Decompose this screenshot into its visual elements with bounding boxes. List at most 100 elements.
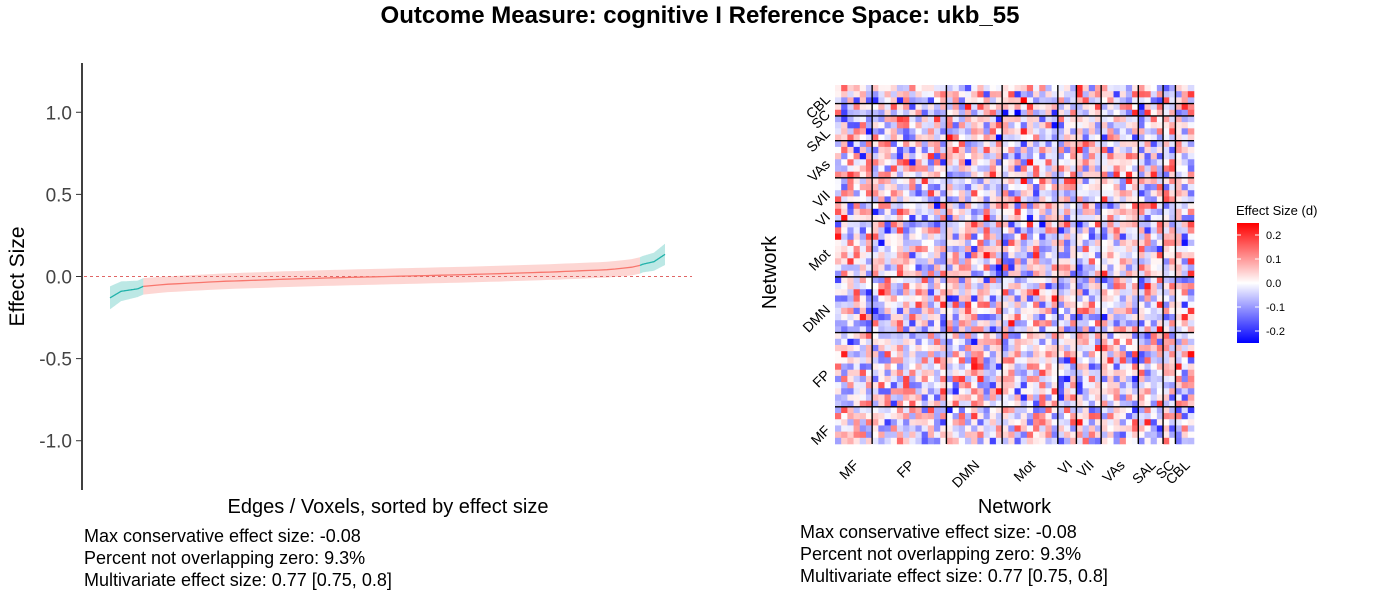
heatmap-cell [1002,382,1009,389]
heatmap-cell [1132,109,1139,117]
heatmap-cell [1138,344,1145,352]
heatmap-cell [1144,85,1151,92]
heatmap-cell [1045,394,1052,401]
page-title: Outcome Measure: cognitive I Reference S… [380,2,1020,29]
heatmap-cell [909,196,916,203]
heatmap-cell [940,196,947,203]
heatmap-cell [1057,239,1065,247]
heatmap-cell [1156,301,1164,309]
heatmap-cell [1119,153,1127,160]
heatmap-cell [1107,122,1114,129]
heatmap-cell [1051,283,1059,290]
heatmap-cell [841,276,848,284]
heatmap-cell [878,375,885,383]
heatmap-cell [1076,369,1083,377]
heatmap-cell [865,190,873,197]
heatmap-cell [1020,264,1028,271]
heatmap-cell [853,258,861,265]
heatmap-cell [1163,406,1170,414]
heatmap-cell [1169,338,1176,346]
heatmap-cell [865,357,873,364]
heatmap-cell [1076,146,1083,154]
heatmap-cell [977,103,984,111]
multivariate-effect-text: Multivariate effect size: 0.77 [0.75, 0.… [84,570,392,590]
heatmap-cell [1045,208,1052,216]
heatmap-cell [1101,351,1108,358]
heatmap-cell [1070,283,1077,290]
heatmap-cell [946,351,953,358]
heatmap-cell [1181,165,1189,172]
heatmap-cell [1026,233,1034,241]
heatmap-cell [995,184,1003,191]
heatmap-cell [872,326,879,333]
heatmap-cell [1026,369,1034,377]
heatmap-cell [964,252,972,259]
heatmap-cell [927,314,935,321]
heatmap-cell [971,295,978,302]
heatmap-cell [952,425,960,432]
heatmap-cell [915,326,922,333]
heatmap-cell [1070,177,1077,185]
heatmap-cell [934,140,941,148]
heatmap-cell [835,109,842,117]
heatmap-cell [1150,227,1158,234]
heatmap-cell [847,190,854,197]
heatmap-cell [1125,388,1133,395]
heatmap-cell [1045,400,1052,408]
heatmap-cell [915,363,922,371]
heatmap-cell [878,153,885,160]
heatmap-cell [989,252,997,259]
heatmap-cell [1132,258,1139,265]
heatmap-cell [952,221,960,228]
heatmap-cell [1163,128,1170,135]
heatmap-cell [934,97,941,104]
heatmap-cell [1051,233,1059,241]
heatmap-cell [1181,190,1189,197]
heatmap-cell [1163,258,1170,265]
heatmap-cell [859,245,867,253]
heatmap-cell [921,431,929,439]
heatmap-cell [884,91,892,98]
heatmap-cell [865,252,873,259]
heatmap-cell [1014,369,1021,377]
heatmap-cell [977,239,984,247]
heatmap-cell [1008,184,1015,191]
heatmap-cell [1008,295,1015,302]
heatmap-cell [859,233,867,241]
heatmap-cell [878,413,885,420]
heatmap-cell [865,382,873,389]
heatmap-cell [1088,159,1096,166]
heatmap-cell [1039,369,1046,377]
heatmap-cell [1132,419,1139,426]
heatmap-cell [859,134,867,142]
heatmap-cell [995,264,1003,271]
heatmap-cell [1045,320,1052,327]
heatmap-cell [1163,159,1170,166]
heatmap-cell [1138,388,1145,395]
heatmap-cell [1138,153,1145,160]
heatmap-cell [890,363,898,371]
heatmap-cell [940,351,947,358]
heatmap-cell [927,301,935,309]
heatmap-cell [847,382,854,389]
heatmap-cell [1045,239,1052,247]
heatmap-cell [1156,307,1164,315]
heatmap-cell [1057,289,1065,296]
heatmap-cell [1026,165,1034,172]
heatmap-cell [1187,233,1195,241]
heatmap-cell [1125,314,1133,321]
heatmap-cell [1070,314,1077,321]
heatmap-cell [1119,406,1127,414]
heatmap-cell [1175,221,1182,228]
heatmap-cell [1101,245,1108,253]
heatmap-cell [1014,314,1021,321]
heatmap-cell [1113,301,1121,309]
heatmap-cell [940,406,947,414]
heatmap-cell [1101,184,1108,191]
heatmap-cell [1064,270,1071,278]
heatmap-cell [1113,239,1121,247]
heatmap-cell [1088,184,1096,191]
heatmap-cell [878,338,885,346]
heatmap-cell [983,208,991,216]
heatmap-cell [915,369,922,377]
